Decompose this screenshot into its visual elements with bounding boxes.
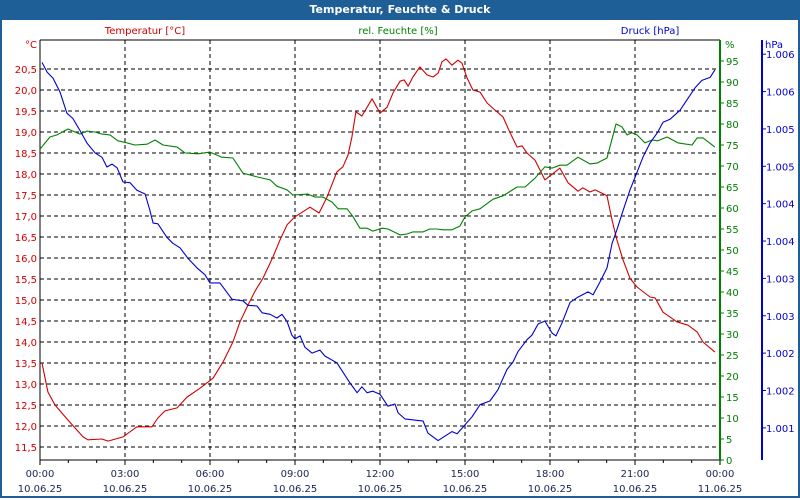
temperature-tick-label: 12,0 bbox=[15, 422, 37, 433]
temperature-tick-label: 20,5 bbox=[15, 65, 37, 76]
x-tick-date-label: 10.06.25 bbox=[528, 484, 573, 495]
temperature-tick-label: 15,0 bbox=[15, 296, 37, 307]
temperature-tick-label: 11,5 bbox=[15, 443, 37, 454]
pressure-tick-label: 1.004 bbox=[766, 200, 795, 211]
humidity-unit: % bbox=[725, 40, 735, 51]
temperature-tick-label: 16,0 bbox=[15, 254, 37, 265]
pressure-tick-label: 1.006 bbox=[766, 88, 795, 99]
temperature-legend-label: Temperatur [°C] bbox=[104, 26, 185, 37]
temperature-unit: °C bbox=[25, 40, 37, 51]
humidity-tick-label: 95 bbox=[726, 57, 739, 68]
pressure-tick-label: 1.002 bbox=[766, 349, 795, 360]
pressure-legend-label: Druck [hPa] bbox=[621, 26, 680, 37]
temperature-tick-label: 18,5 bbox=[15, 149, 37, 160]
window-title: Temperatur, Feuchte & Druck bbox=[0, 0, 800, 20]
axes: 11,5 12,0 12,5 13,0 13,5 14,0 14,5 15,0 15,5 16,0… bbox=[15, 39, 795, 495]
x-tick-date-label: 10.06.25 bbox=[18, 484, 63, 495]
humidity-tick-label: 40 bbox=[726, 288, 739, 299]
x-tick-time-label: 00:00 bbox=[26, 469, 55, 480]
pressure-tick-label: 1.003 bbox=[766, 312, 795, 323]
x-tick-time-label: 21:00 bbox=[621, 469, 650, 480]
x-tick-date-label: 10.06.25 bbox=[443, 484, 488, 495]
temperature-tick-label: 14,0 bbox=[15, 338, 37, 349]
x-tick-time-label: 18:00 bbox=[536, 469, 565, 480]
humidity-tick-label: 35 bbox=[726, 309, 739, 320]
pressure-tick-label: 1.003 bbox=[766, 274, 795, 285]
pressure-tick-label: 1.001 bbox=[766, 424, 795, 435]
x-tick-date-label: 10.06.25 bbox=[358, 484, 403, 495]
humidity-tick-label: 50 bbox=[726, 246, 739, 257]
temperature-tick-label: 19,5 bbox=[15, 107, 37, 118]
pressure-tick-label: 1.002 bbox=[766, 386, 795, 397]
humidity-tick-label: 70 bbox=[726, 162, 739, 173]
temperature-tick-label: 18,0 bbox=[15, 170, 37, 181]
humidity-line bbox=[39, 123, 716, 236]
temperature-tick-label: 16,5 bbox=[15, 233, 37, 244]
humidity-tick-label: 25 bbox=[726, 351, 739, 362]
temperature-tick-label: 13,5 bbox=[15, 359, 37, 370]
humidity-tick-label: 55 bbox=[726, 225, 739, 236]
temperature-tick-label: 12,5 bbox=[15, 401, 37, 412]
temperature-tick-label: 20,0 bbox=[15, 86, 37, 97]
humidity-tick-label: 0 bbox=[726, 456, 732, 467]
humidity-tick-label: 5 bbox=[726, 435, 732, 446]
humidity-tick-label: 75 bbox=[726, 141, 739, 152]
grid bbox=[40, 40, 720, 460]
x-tick-date-label: 10.06.25 bbox=[103, 484, 148, 495]
x-tick-time-label: 12:00 bbox=[366, 469, 395, 480]
humidity-tick-label: 80 bbox=[726, 120, 739, 131]
x-tick-date-label: 11.06.25 bbox=[698, 484, 743, 495]
humidity-tick-label: 60 bbox=[726, 204, 739, 215]
humidity-tick-label: 90 bbox=[726, 78, 739, 89]
humidity-tick-label: 65 bbox=[726, 183, 739, 194]
series-group bbox=[39, 58, 716, 442]
pressure-tick-label: 1.006 bbox=[766, 50, 795, 61]
pressure-tick-label: 1.005 bbox=[766, 125, 795, 136]
x-tick-time-label: 03:00 bbox=[111, 469, 140, 480]
humidity-tick-label: 30 bbox=[726, 330, 739, 341]
humidity-tick-label: 85 bbox=[726, 99, 739, 110]
pressure-tick-label: 1.004 bbox=[766, 237, 795, 248]
x-tick-time-label: 09:00 bbox=[281, 469, 310, 480]
humidity-legend-label: rel. Feuchte [%] bbox=[358, 26, 437, 37]
temperature-tick-label: 17,5 bbox=[15, 191, 37, 202]
pressure-tick-label: 1.005 bbox=[766, 162, 795, 173]
humidity-tick-label: 45 bbox=[726, 267, 739, 278]
temperature-tick-label: 15,5 bbox=[15, 275, 37, 286]
humidity-tick-label: 10 bbox=[726, 414, 739, 425]
x-tick-time-label: 15:00 bbox=[451, 469, 480, 480]
x-tick-date-label: 10.06.25 bbox=[188, 484, 233, 495]
x-tick-date-label: 10.06.25 bbox=[273, 484, 318, 495]
x-tick-time-label: 06:00 bbox=[196, 469, 225, 480]
humidity-tick-label: 15 bbox=[726, 393, 739, 404]
temperature-tick-label: 17,0 bbox=[15, 212, 37, 223]
pressure-unit: hPa bbox=[765, 40, 783, 51]
pressure-line bbox=[41, 62, 716, 442]
x-tick-date-label: 10.06.25 bbox=[613, 484, 658, 495]
humidity-tick-label: 20 bbox=[726, 372, 739, 383]
temperature-line bbox=[41, 58, 716, 442]
temperature-tick-label: 14,5 bbox=[15, 317, 37, 328]
x-tick-time-label: 00:00 bbox=[706, 469, 735, 480]
temperature-tick-label: 19,0 bbox=[15, 128, 37, 139]
temperature-tick-label: 13,0 bbox=[15, 380, 37, 391]
